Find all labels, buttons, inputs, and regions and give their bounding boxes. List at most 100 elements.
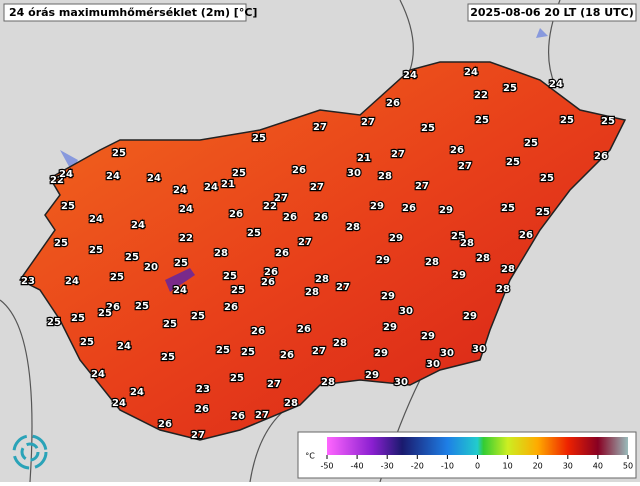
time-box [467,3,637,22]
station-value: 29 [389,233,403,244]
station-value: 24 [89,214,103,225]
station-value: 28 [346,222,360,233]
station-value: 26 [314,212,328,223]
station-value: 25 [89,245,103,256]
station-value: 25 [110,272,124,283]
station-value: 21 [357,153,371,164]
station-value: 24 [131,220,145,231]
station-value: 26 [224,302,238,313]
station-value: 26 [231,411,245,422]
borders [0,0,561,483]
station-value: 20 [144,262,158,273]
station-value: 24 [91,369,105,380]
station-value: 27 [415,181,429,192]
station-value: 30 [472,344,486,355]
station-value: 29 [383,322,397,333]
station-value: 25 [231,285,245,296]
station-value: 26 [158,419,172,430]
station-value: 25 [601,116,615,127]
station-value: 24 [549,79,563,90]
station-value: 30 [440,348,454,359]
station-value: 25 [54,238,68,249]
station-value: 28 [214,248,228,259]
station-value: 30 [399,306,413,317]
station-value: 26 [275,248,289,259]
station-value: 27 [361,117,375,128]
station-value: 28 [305,287,319,298]
station-value: 27 [458,161,472,172]
station-value: 21 [221,179,235,190]
hungary-region [18,61,627,441]
station-value: 22 [263,201,277,212]
station-value: 25 [252,133,266,144]
station-value: 25 [216,345,230,356]
station-value: 29 [376,255,390,266]
station-value: 24 [147,173,161,184]
station-value: 29 [365,370,379,381]
station-value: 24 [112,398,126,409]
station-value: 27 [274,193,288,204]
colorbar-tick-label: 0 [475,462,480,471]
timestamp: 2025-08-06 20 LT (18 UTC) [470,6,634,19]
station-value: 30 [347,168,361,179]
station-value: 24 [173,285,187,296]
station-value: 26 [283,212,297,223]
station-value: 27 [298,237,312,248]
station-value: 29 [370,201,384,212]
station-value: 25 [503,83,517,94]
station-value: 27 [310,182,324,193]
station-value: 28 [321,377,335,388]
station-value: 29 [421,331,435,342]
station-value: 25 [421,123,435,134]
station-value: 26 [519,230,533,241]
colorbar-ticks: -50 -40 -30 -20 -10 0 10 20 30 40 50 [320,455,633,471]
colorbar-tick-label: 30 [563,462,573,471]
station-value: 22 [50,175,64,186]
station-value: 26 [251,326,265,337]
lake-balaton [165,268,195,292]
station-value: 25 [61,201,75,212]
title: 24 órás maximumhőmérséklet (2m) [°C] [9,6,257,19]
station-value: 26 [264,267,278,278]
station-value: 27 [312,346,326,357]
station-value: 25 [112,148,126,159]
station-value: 25 [501,203,515,214]
station-value: 26 [261,277,275,288]
station-value: 26 [106,302,120,313]
colorbar-tick-label: 50 [623,462,633,471]
station-value: 25 [174,258,188,269]
station-value: 26 [594,151,608,162]
station-value: 25 [506,157,520,168]
station-value: 28 [333,338,347,349]
station-value: 27 [255,410,269,421]
station-value: 26 [386,98,400,109]
station-value: 22 [179,233,193,244]
colorbar-tick-label: -20 [411,462,424,471]
station-value: 24 [173,185,187,196]
station-value: 26 [195,404,209,415]
station-value: 26 [292,165,306,176]
colorbar-tick-label: 20 [533,462,543,471]
station-value: 22 [474,90,488,101]
station-value: 26 [297,324,311,335]
station-value: 24 [59,169,73,180]
station-value: 24 [204,182,218,193]
station-value: 28 [378,171,392,182]
station-value: 29 [452,270,466,281]
station-value: 27 [336,282,350,293]
station-value: 29 [381,291,395,302]
station-value: 26 [229,209,243,220]
station-value: 30 [394,377,408,388]
title-box [3,3,247,22]
station-value: 25 [125,252,139,263]
station-value: 30 [426,359,440,370]
logo [12,434,48,470]
station-value: 28 [496,284,510,295]
station-value: 23 [196,384,210,395]
station-value: 27 [267,379,281,390]
station-value: 24 [130,387,144,398]
station-value: 25 [451,231,465,242]
station-value: 27 [391,149,405,160]
